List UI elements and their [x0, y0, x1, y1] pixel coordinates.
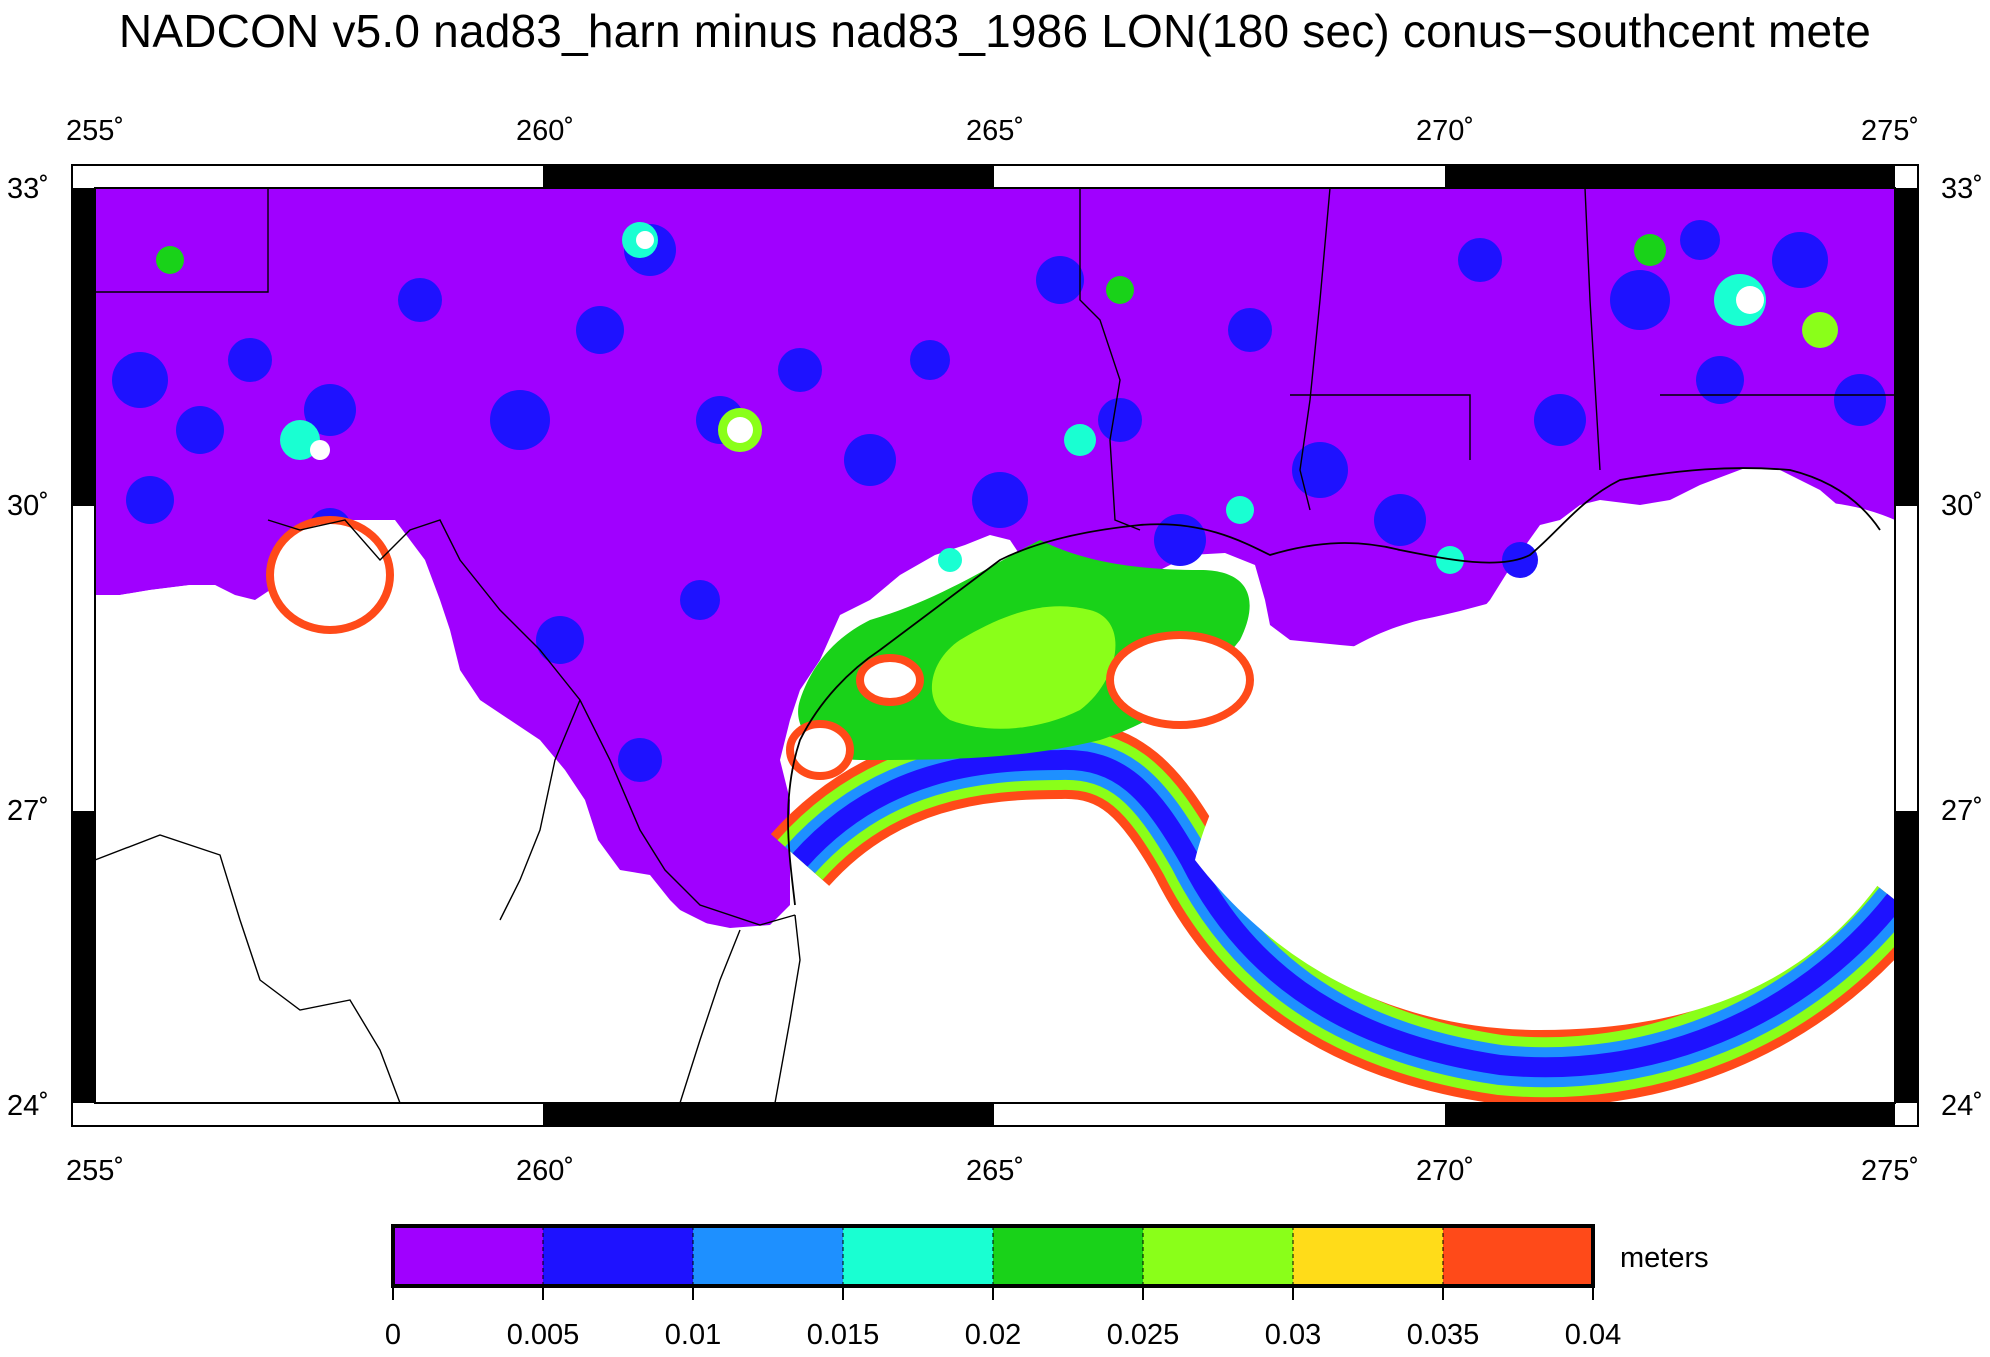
colorbar-unit: meters — [1620, 1242, 1709, 1274]
lon-ticks-top: 255˚ 260˚ 265˚ 270˚ 275˚ — [66, 115, 1919, 147]
lat-ticks-left: 33˚ 30˚ 27˚ 24˚ — [7, 173, 49, 1122]
colorbar-tick-label: 0.02 — [965, 1319, 1021, 1351]
map-frame — [71, 164, 1919, 1127]
colorbar-swatch — [1143, 1226, 1293, 1286]
colorbar-swatch — [1443, 1226, 1593, 1286]
lon-tick-label: 270˚ — [1416, 115, 1474, 147]
colorbar-tick-label: 0.01 — [665, 1319, 721, 1351]
colorbar: 0 0.005 0.01 0.015 0.02 0.025 0.03 0.035 0.04 — [385, 1224, 1621, 1351]
coastline — [787, 467, 1881, 906]
colorbar-swatch — [843, 1226, 993, 1286]
lat-tick-label: 30˚ — [7, 490, 49, 522]
lon-tick-label: 275˚ — [1861, 115, 1919, 147]
lat-tick-label: 27˚ — [1941, 795, 1983, 827]
gulf-interior — [1195, 501, 1895, 1030]
colorbar-tick-label: 0.035 — [1407, 1319, 1480, 1351]
white-land-sw — [95, 585, 790, 1103]
gulf-plume-core — [931, 606, 1116, 729]
low-offset-patches — [112, 220, 1886, 782]
colorbar-swatch — [543, 1226, 693, 1286]
lon-tick-label: 275˚ — [1861, 1155, 1919, 1187]
political-borders — [95, 188, 1895, 1103]
lon-tick-label: 270˚ — [1416, 1155, 1474, 1187]
lat-tick-label: 33˚ — [7, 173, 49, 205]
lon-tick-label: 265˚ — [966, 115, 1024, 147]
lat-ticks-right: 33˚ 30˚ 27˚ 24˚ — [1941, 173, 1983, 1122]
lon-tick-label: 255˚ — [66, 115, 124, 147]
lon-tick-label: 255˚ — [66, 1155, 124, 1187]
lat-tick-label: 24˚ — [1941, 1090, 1983, 1122]
map-title: NADCON v5.0 nad83_harn minus nad83_1986 … — [118, 5, 1872, 57]
colorbar-swatch — [1293, 1226, 1443, 1286]
high-offset-hotspots — [156, 222, 1838, 574]
colorbar-swatch — [993, 1226, 1143, 1286]
offset-field — [95, 188, 1895, 1103]
lat-tick-label: 30˚ — [1941, 490, 1983, 522]
colorbar-swatch — [693, 1226, 843, 1286]
colorbar-swatch — [393, 1226, 543, 1286]
lon-tick-label: 265˚ — [966, 1155, 1024, 1187]
lat-tick-label: 24˚ — [7, 1090, 49, 1122]
colorbar-tick-label: 0 — [385, 1319, 401, 1351]
lat-tick-label: 27˚ — [7, 795, 49, 827]
lon-ticks-bottom: 255˚ 260˚ 265˚ 270˚ 275˚ — [66, 1155, 1919, 1187]
colorbar-tick-label: 0.04 — [1565, 1319, 1621, 1351]
gulf-holes — [266, 516, 1254, 780]
colorbar-tick-label: 0.025 — [1107, 1319, 1180, 1351]
lat-tick-label: 33˚ — [1941, 173, 1983, 205]
colorbar-tick-label: 0.03 — [1265, 1319, 1321, 1351]
lon-tick-label: 260˚ — [516, 1155, 574, 1187]
lon-tick-label: 260˚ — [516, 115, 574, 147]
gulf-halo-bands — [770, 720, 1895, 1103]
colorbar-tick-label: 0.015 — [807, 1319, 880, 1351]
land-field — [95, 188, 1895, 928]
colorbar-tick-label: 0.005 — [507, 1319, 580, 1351]
